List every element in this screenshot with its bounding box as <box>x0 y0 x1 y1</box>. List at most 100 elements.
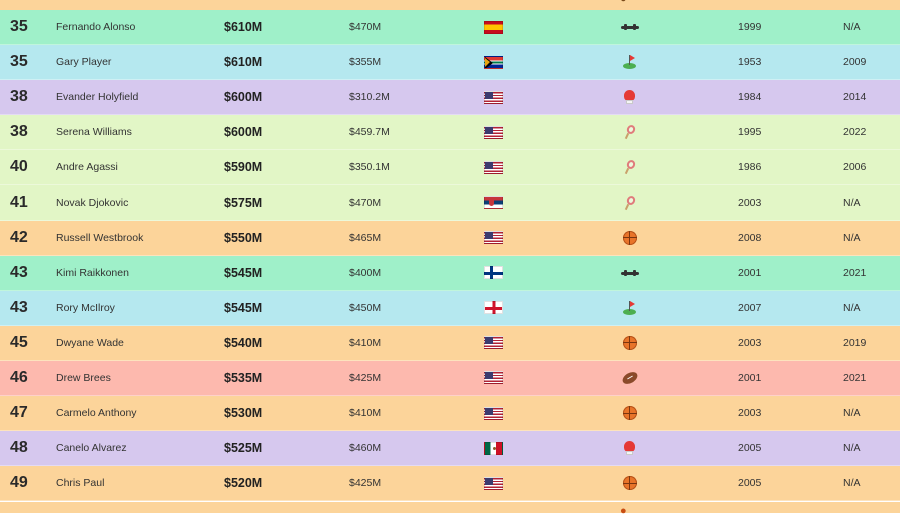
rank-cell: 42 <box>10 228 28 246</box>
partial-row-bottom: ● <box>0 502 900 517</box>
career-start-cell: 2003 <box>738 407 762 420</box>
country-flag-cell <box>484 396 504 430</box>
peak-earnings-cell: $400M <box>349 266 382 279</box>
rank-cell: 38 <box>10 123 28 141</box>
partial-row-top: ● <box>0 0 900 10</box>
table-row: 38 Evander Holyfield $600M $310.2M 1984 2014 <box>0 80 900 116</box>
sport-cell <box>620 185 640 219</box>
country-flag-cell <box>484 326 504 360</box>
athlete-name-cell: Dwyane Wade <box>56 336 124 349</box>
peak-earnings-cell: $470M <box>349 21 382 34</box>
flag-rs-icon <box>484 196 503 210</box>
flag-us-icon <box>484 125 503 139</box>
sport-cell <box>620 361 640 395</box>
career-earnings-cell: $525M <box>224 441 263 456</box>
career-end-cell: 2006 <box>843 161 867 174</box>
career-start-cell: 1984 <box>738 91 762 104</box>
career-end-cell: N/A <box>843 196 861 209</box>
table-row: 49 Chris Paul $520M $425M 2005 N/A <box>0 466 900 502</box>
flag-us-icon <box>484 371 503 385</box>
sport-cell <box>620 115 640 149</box>
tennis-racket-icon <box>622 160 638 174</box>
boxing-glove-icon <box>622 441 638 456</box>
table-row: 35 Gary Player $610M $355M 1953 2009 <box>0 45 900 81</box>
career-earnings-cell: $610M <box>224 55 263 70</box>
sport-cell <box>620 221 640 255</box>
flag-es-icon <box>484 20 503 34</box>
country-flag-cell <box>484 466 504 500</box>
career-earnings-cell: $610M <box>224 20 263 35</box>
table-row: 40 Andre Agassi $590M $350.1M 1986 2006 <box>0 150 900 186</box>
career-end-cell: N/A <box>843 407 861 420</box>
country-flag-cell <box>484 185 504 219</box>
athlete-name-cell: Gary Player <box>56 56 112 69</box>
basketball-icon <box>622 230 638 245</box>
rank-cell: 41 <box>10 193 28 211</box>
career-earnings-cell: $545M <box>224 300 263 315</box>
country-flag-cell <box>484 256 504 290</box>
table-row: 41 Novak Djokovic $575M $470M 2003 N/A <box>0 185 900 221</box>
golf-icon <box>622 55 638 70</box>
career-start-cell: 1953 <box>738 56 762 69</box>
peak-earnings-cell: $425M <box>349 371 382 384</box>
career-earnings-cell: $575M <box>224 195 263 210</box>
career-start-cell: 2005 <box>738 442 762 455</box>
peak-earnings-cell: $310.2M <box>349 91 390 104</box>
athlete-name-cell: Andre Agassi <box>56 161 118 174</box>
peak-earnings-cell: $425M <box>349 477 382 490</box>
partial-sport-icon: ● <box>620 0 627 5</box>
flag-us-icon <box>484 336 503 350</box>
rank-cell: 40 <box>10 158 28 176</box>
career-earnings-cell: $520M <box>224 476 263 491</box>
flag-mx-icon <box>484 441 503 455</box>
rank-cell: 47 <box>10 404 28 422</box>
career-earnings-cell: $600M <box>224 90 263 105</box>
f1-car-icon <box>621 24 639 31</box>
career-end-cell: N/A <box>843 301 861 314</box>
career-start-cell: 2008 <box>738 231 762 244</box>
rank-cell: 35 <box>10 53 28 71</box>
peak-earnings-cell: $460M <box>349 442 382 455</box>
sport-cell <box>620 45 640 79</box>
golf-icon <box>622 300 638 315</box>
career-end-cell: N/A <box>843 21 861 34</box>
country-flag-cell <box>484 45 504 79</box>
basketball-icon <box>622 335 638 350</box>
peak-earnings-cell: $465M <box>349 231 382 244</box>
country-flag-cell <box>484 150 504 184</box>
career-earnings-cell: $590M <box>224 160 263 175</box>
career-end-cell: N/A <box>843 477 861 490</box>
sport-cell <box>620 10 640 44</box>
peak-earnings-cell: $450M <box>349 301 382 314</box>
table-row: 45 Dwyane Wade $540M $410M 2003 2019 <box>0 325 900 361</box>
career-start-cell: 1986 <box>738 161 762 174</box>
career-end-cell: 2019 <box>843 336 867 349</box>
sport-cell <box>620 291 640 325</box>
sport-cell <box>620 396 640 430</box>
career-start-cell: 1995 <box>738 126 762 139</box>
rank-cell: 45 <box>10 333 28 351</box>
boxing-glove-icon <box>622 90 638 105</box>
athlete-name-cell: Evander Holyfield <box>56 91 139 104</box>
peak-earnings-cell: $355M <box>349 56 382 69</box>
tennis-racket-icon <box>622 196 638 210</box>
athlete-name-cell: Rory McIlroy <box>56 301 115 314</box>
career-earnings-cell: $550M <box>224 230 263 245</box>
career-earnings-cell: $545M <box>224 265 263 280</box>
career-earnings-cell: $600M <box>224 125 263 140</box>
peak-earnings-cell: $470M <box>349 196 382 209</box>
rank-cell: 35 <box>10 18 28 36</box>
athlete-name-cell: Canelo Alvarez <box>56 442 127 455</box>
tennis-racket-icon <box>622 125 638 139</box>
sport-cell <box>620 466 640 500</box>
athlete-name-cell: Serena Williams <box>56 126 132 139</box>
flag-us-icon <box>484 160 503 174</box>
country-flag-cell <box>484 221 504 255</box>
career-end-cell: N/A <box>843 442 861 455</box>
career-start-cell: 2007 <box>738 301 762 314</box>
career-earnings-cell: $530M <box>224 406 263 421</box>
athlete-name-cell: Carmelo Anthony <box>56 407 137 420</box>
athlete-name-cell: Kimi Raikkonen <box>56 266 129 279</box>
flag-us-icon <box>484 90 503 104</box>
table-row: 43 Rory McIlroy $545M $450M 2007 N/A <box>0 290 900 326</box>
